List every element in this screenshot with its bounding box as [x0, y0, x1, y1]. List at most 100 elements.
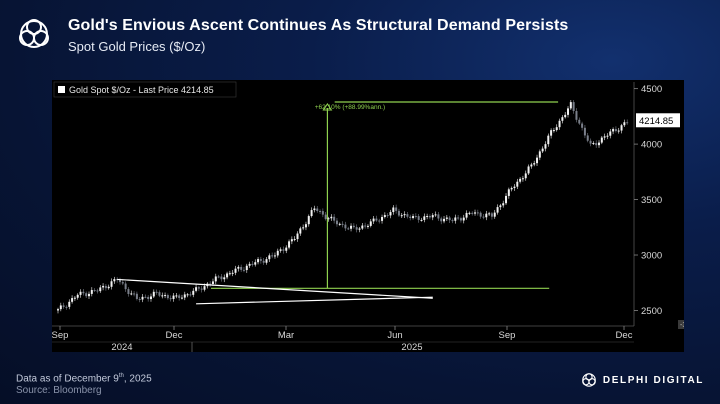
candle-body: [93, 290, 96, 292]
candle-body: [493, 212, 496, 217]
candle-body: [172, 295, 175, 299]
x-tick-label: Jun: [387, 330, 402, 341]
candle-body: [572, 102, 575, 112]
candle-body: [488, 213, 491, 215]
candle-body: [347, 228, 350, 230]
candle-body: [372, 218, 375, 222]
candle-body: [183, 294, 186, 298]
candle-body: [490, 213, 493, 217]
candle-body: [197, 287, 200, 289]
candle-body: [217, 276, 220, 278]
candle-body: [228, 273, 231, 275]
candle-body: [175, 295, 178, 297]
candle-body: [612, 129, 615, 132]
candle-body: [99, 287, 102, 292]
candle-body: [448, 217, 451, 221]
candle-body: [104, 285, 107, 289]
candle-body: [324, 214, 327, 219]
candle-body: [245, 265, 248, 271]
candle-body: [166, 295, 169, 299]
candle-body: [118, 279, 121, 283]
candle-body: [555, 127, 558, 131]
candle-body: [79, 291, 82, 295]
candle-body: [68, 301, 71, 307]
candle-body: [290, 239, 293, 242]
candle-body: [189, 294, 192, 296]
candle-body: [124, 283, 127, 290]
candle-body: [161, 295, 164, 297]
candle-body: [57, 309, 59, 311]
candle-body: [195, 287, 198, 291]
candle-body: [338, 223, 341, 225]
candle-body: [592, 143, 595, 145]
candle-body: [462, 217, 465, 221]
candle-body: [155, 291, 158, 293]
candle-body: [507, 189, 510, 196]
candle-body: [85, 293, 88, 297]
candle-body: [552, 130, 555, 132]
candle-body: [606, 135, 609, 137]
candle-body: [395, 207, 398, 211]
candle-body: [223, 277, 226, 280]
candle-body: [485, 213, 488, 218]
candle-body: [420, 219, 423, 221]
candle-body: [231, 272, 234, 274]
candle-body: [285, 247, 288, 251]
candle-body: [459, 218, 462, 221]
candle-body: [240, 266, 243, 270]
y-tick-label: 3000: [641, 251, 662, 262]
candle-body: [561, 117, 564, 121]
candle-body: [513, 186, 516, 188]
candle-body: [600, 137, 603, 143]
candle-body: [381, 216, 384, 221]
gold-price-chart: Gold Spot $/Oz - Last Price 4214.85 +62.…: [52, 81, 684, 352]
candle-body: [428, 216, 431, 218]
y-tick-label: 4000: [641, 140, 662, 151]
candle-body: [209, 283, 212, 285]
candle-body: [127, 289, 130, 294]
candle-body: [626, 122, 629, 124]
candle-body: [178, 295, 181, 298]
candle-body: [144, 296, 147, 298]
candle-body: [617, 130, 620, 132]
candle-body: [302, 227, 305, 229]
candle-body: [482, 216, 485, 218]
candle-body: [273, 255, 276, 257]
x-axis: Sep Dec Mar Jun Sep Dec 2024 2025: [52, 325, 634, 352]
candle-body: [279, 249, 282, 251]
brand-name: DELPHI DIGITAL: [602, 374, 704, 386]
candle-body: [321, 211, 324, 215]
candle-body: [541, 148, 544, 152]
candle-body: [623, 122, 626, 126]
candle-body: [327, 218, 330, 220]
candle-body: [316, 208, 319, 212]
candle-body: [451, 220, 454, 222]
candle-body: [257, 259, 260, 263]
candle-body: [59, 305, 62, 310]
candle-body: [589, 140, 592, 144]
candle-body: [468, 212, 471, 214]
delphi-logo-icon: [19, 19, 49, 48]
candle-body: [595, 143, 598, 146]
candle-body: [598, 142, 601, 146]
candle-body: [121, 282, 124, 284]
candle-body: [220, 276, 223, 280]
candle-body: [538, 151, 541, 158]
candle-body: [437, 214, 440, 219]
candle-body: [361, 225, 364, 229]
candle-body: [164, 295, 167, 297]
candle-body: [73, 297, 76, 299]
candle-body: [558, 120, 561, 128]
legend-swatch: [58, 86, 65, 93]
candle-body: [352, 225, 355, 228]
candle-body: [465, 212, 468, 218]
candle-body: [603, 136, 606, 138]
candle-body: [149, 296, 152, 300]
candle-body: [479, 212, 482, 217]
candle-body: [445, 217, 448, 219]
candle-body: [152, 291, 155, 297]
candle-body: [502, 203, 505, 206]
legend-label: Gold Spot $/Oz - Last Price 4214.85: [69, 85, 214, 95]
x-tick-label: Sep: [499, 330, 516, 341]
y-tick-label: 4500: [641, 84, 662, 95]
